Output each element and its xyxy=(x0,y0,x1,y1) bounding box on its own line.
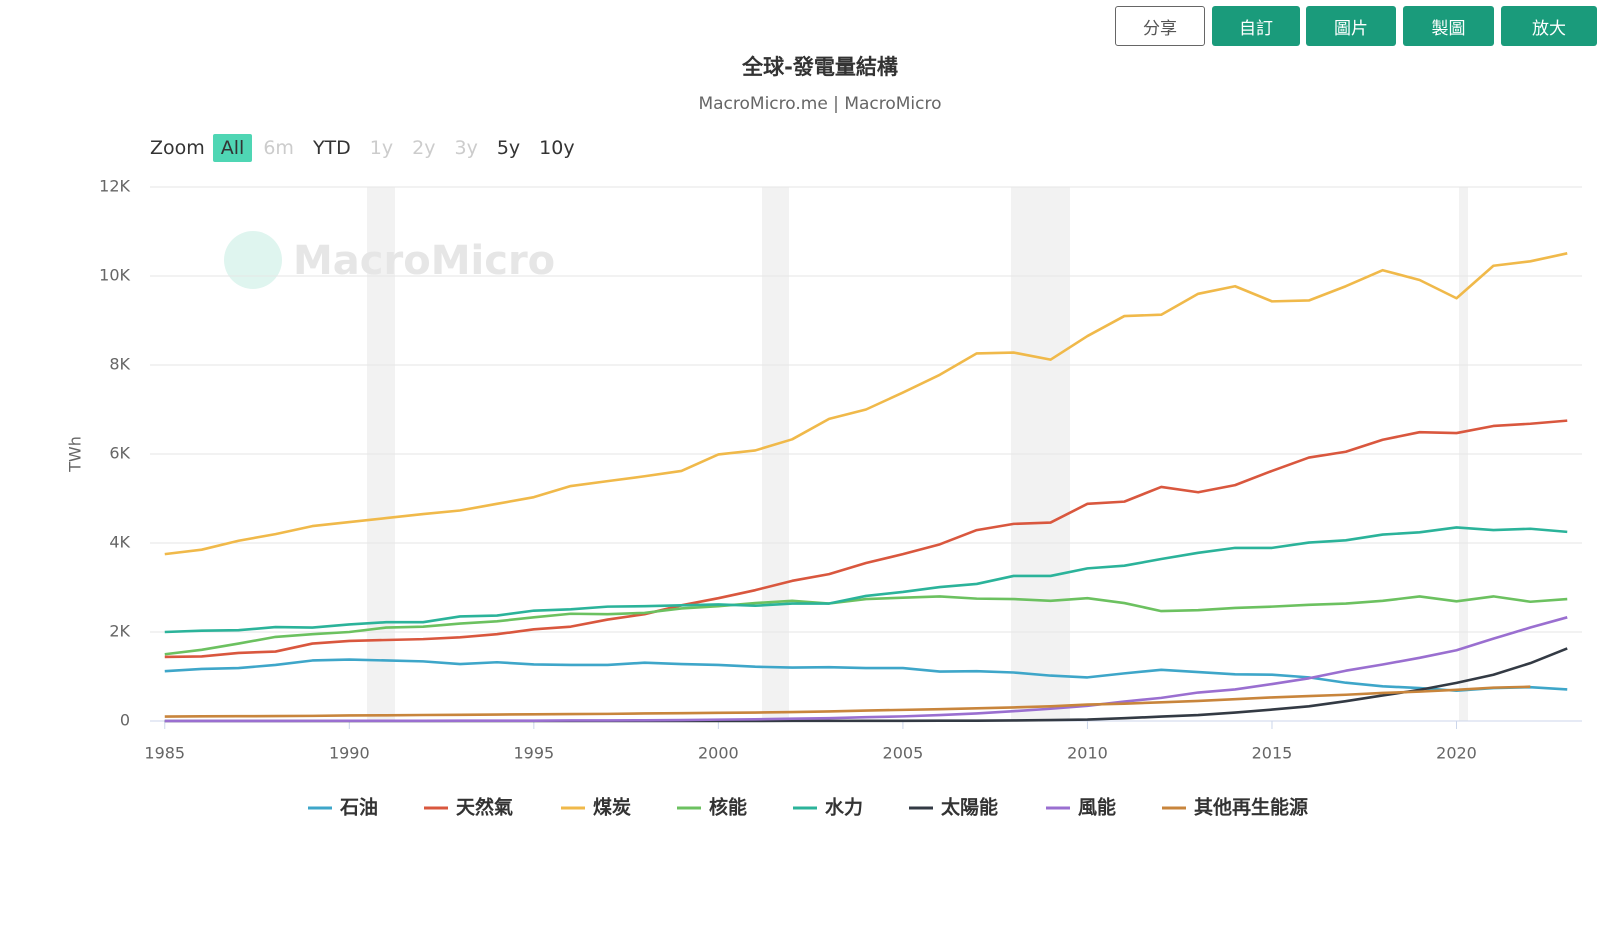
watermark-logo xyxy=(224,231,282,289)
x-tick-label: 2015 xyxy=(1252,744,1293,763)
legend-item: 核能 xyxy=(677,796,747,819)
legend-item: 其他再生能源 xyxy=(1162,796,1308,819)
legend-item: 太陽能 xyxy=(909,796,998,819)
legend-label: 其他再生能源 xyxy=(1194,796,1308,819)
x-tick-label: 2000 xyxy=(698,744,739,763)
zoom-option[interactable]: All xyxy=(212,134,253,162)
legend-item: 天然氣 xyxy=(424,796,513,819)
toolbar-button[interactable]: 圖片 xyxy=(1306,6,1396,46)
x-tick-label: 2010 xyxy=(1067,744,1108,763)
watermark: MacroMicro xyxy=(293,238,555,284)
zoom-option[interactable]: 3y xyxy=(454,137,478,159)
series-line xyxy=(164,595,1568,656)
toolbar-button[interactable]: 製圖 xyxy=(1403,6,1494,46)
series-line xyxy=(164,526,1568,634)
y-tick-label: 4K xyxy=(109,533,130,552)
zoom-option[interactable]: 2y xyxy=(412,137,436,159)
y-tick-label: 12K xyxy=(99,177,130,196)
chart-subtitle: MacroMicro.me | MacroMicro xyxy=(698,94,941,114)
toolbar-button[interactable]: 放大 xyxy=(1501,6,1597,46)
series-line xyxy=(164,616,1568,723)
legend-item: 石油 xyxy=(308,797,378,819)
series-line xyxy=(164,419,1568,659)
y-tick-label: 0 xyxy=(120,711,130,730)
x-tick-label: 1990 xyxy=(329,744,370,763)
zoom-label: Zoom xyxy=(150,137,205,159)
legend-item: 水力 xyxy=(793,796,863,819)
x-tick-label: 2020 xyxy=(1436,744,1477,763)
legend-item: 風能 xyxy=(1046,796,1116,819)
toolbar-button[interactable]: 分享 xyxy=(1115,6,1205,46)
y-tick-label: 10K xyxy=(99,266,130,285)
x-tick-label: 2005 xyxy=(883,744,924,763)
legend-label: 太陽能 xyxy=(941,796,998,819)
legend-label: 天然氣 xyxy=(456,796,513,819)
zoom-option[interactable]: YTD xyxy=(312,137,351,159)
series-line xyxy=(164,685,1531,718)
toolbar-button[interactable]: 自訂 xyxy=(1212,6,1300,46)
zoom-option[interactable]: 6m xyxy=(263,137,294,159)
y-tick-label: 2K xyxy=(109,622,130,641)
legend-label: 水力 xyxy=(825,796,863,819)
series-line xyxy=(164,252,1568,556)
zoom-option[interactable]: 1y xyxy=(369,137,394,159)
zoom-bar: Zoom All 6m YTD 1y 2y 3y 5y 10y xyxy=(150,134,586,162)
y-tick-label: 6K xyxy=(109,444,130,463)
legend-label: 風能 xyxy=(1078,796,1116,819)
series-line xyxy=(164,658,1568,693)
x-tick-label: 1995 xyxy=(513,744,554,763)
legend-label: 核能 xyxy=(709,796,747,819)
legend-label: 石油 xyxy=(339,797,378,819)
zoom-option[interactable]: 10y xyxy=(539,137,575,159)
x-tick-label: 1985 xyxy=(144,744,185,763)
legend-label: 煤炭 xyxy=(593,797,631,819)
legend-item: 煤炭 xyxy=(561,797,631,819)
y-tick-label: 8K xyxy=(109,355,130,374)
zoom-option[interactable]: 5y xyxy=(496,137,521,159)
y-axis-label: TWh xyxy=(66,436,85,473)
chart-title: 全球-發電量結構 xyxy=(741,55,898,79)
